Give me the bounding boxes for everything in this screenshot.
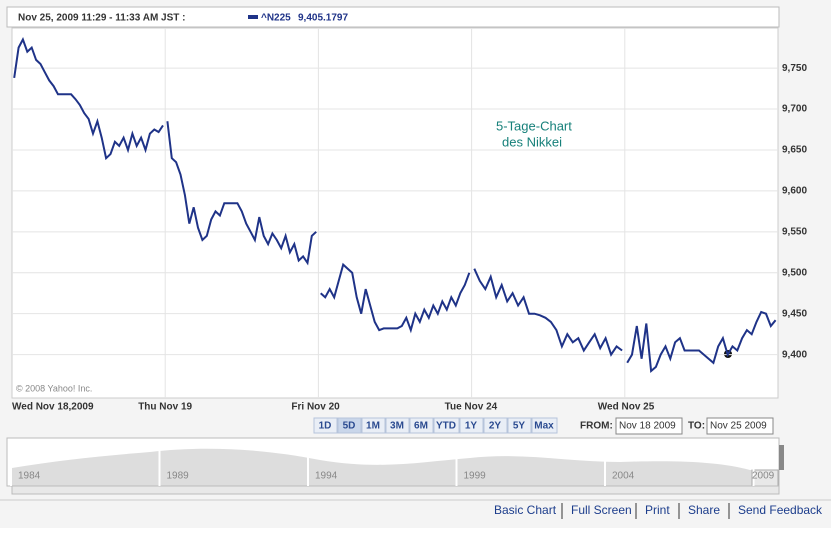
legend-value: 9,405.1797 — [298, 13, 348, 24]
navigator-year: 1984 — [18, 471, 41, 482]
range-button[interactable] — [433, 417, 460, 434]
price-line — [166, 121, 317, 266]
range-button-label[interactable]: 2Y — [489, 421, 502, 432]
footer-link[interactable]: Share — [688, 503, 720, 517]
plot-area — [11, 27, 779, 399]
range-button-label[interactable]: 6M — [414, 421, 428, 432]
price-line — [626, 310, 777, 374]
navigator-area — [12, 448, 778, 486]
scrollbar[interactable] — [11, 485, 780, 495]
copyright: © 2008 Yahoo! Inc. — [16, 383, 92, 393]
y-tick-label: 9,400 — [782, 349, 807, 360]
footer-link[interactable]: Print — [645, 503, 670, 517]
range-button-label[interactable]: 1D — [319, 421, 332, 432]
range-button[interactable] — [459, 417, 484, 434]
navigator-year: 2009 — [752, 471, 775, 482]
legend-symbol: ^N225 — [261, 13, 291, 24]
from-label: FROM: — [580, 421, 613, 432]
navigator-year: 1989 — [167, 471, 190, 482]
range-button[interactable] — [337, 417, 362, 434]
header-text: Nov 25, 2009 11:29 - 11:33 AM JST : — [18, 13, 186, 24]
range-button[interactable] — [361, 417, 386, 434]
x-tick-label: Wed Nov 18,2009 — [12, 402, 94, 413]
range-button-label[interactable]: 1Y — [465, 421, 478, 432]
y-tick-label: 9,600 — [782, 186, 807, 197]
header-bar — [6, 6, 780, 28]
y-tick-label: 9,700 — [782, 104, 807, 115]
navigator-year: 1999 — [464, 471, 487, 482]
range-button-label[interactable]: 1M — [366, 421, 380, 432]
footer-link[interactable]: Full Screen — [571, 503, 632, 517]
price-line — [13, 37, 164, 161]
range-button[interactable] — [385, 417, 410, 434]
from-value[interactable]: Nov 18 2009 — [619, 421, 676, 432]
footer-link[interactable]: Send Feedback — [738, 503, 823, 517]
range-button-label[interactable]: 3M — [390, 421, 404, 432]
y-tick-label: 9,450 — [782, 308, 807, 319]
y-tick-label: 9,500 — [782, 267, 807, 278]
x-tick-label: Wed Nov 25 — [598, 402, 655, 413]
from-input[interactable] — [615, 417, 683, 435]
x-tick-label: Thu Nov 19 — [138, 402, 192, 413]
annotation: des Nikkei — [502, 134, 562, 149]
navigator-grip[interactable] — [779, 445, 784, 470]
range-button[interactable] — [531, 417, 558, 434]
to-value[interactable]: Nov 25 2009 — [710, 421, 767, 432]
range-button[interactable] — [313, 417, 338, 434]
y-tick-label: 9,550 — [782, 226, 807, 237]
y-tick-label: 9,750 — [782, 63, 807, 74]
legend-swatch — [248, 15, 258, 19]
range-button-label[interactable]: YTD — [436, 421, 456, 432]
to-input[interactable] — [706, 417, 774, 435]
footer-link[interactable]: Basic Chart — [494, 503, 557, 517]
range-button[interactable] — [483, 417, 508, 434]
price-line — [473, 268, 623, 357]
to-label: TO: — [688, 421, 705, 432]
range-button[interactable] — [409, 417, 434, 434]
navigator-year: 1994 — [315, 471, 338, 482]
x-tick-label: Tue Nov 24 — [445, 402, 498, 413]
navigator-year: 2004 — [612, 471, 635, 482]
range-button-label[interactable]: Max — [534, 421, 554, 432]
x-tick-label: Fri Nov 20 — [291, 402, 340, 413]
range-button-label[interactable]: 5Y — [513, 421, 526, 432]
annotation: 5-Tage-Chart — [496, 118, 572, 133]
range-button[interactable] — [507, 417, 532, 434]
y-tick-label: 9,650 — [782, 145, 807, 156]
range-button-label[interactable]: 5D — [343, 421, 356, 432]
price-line — [320, 262, 471, 334]
